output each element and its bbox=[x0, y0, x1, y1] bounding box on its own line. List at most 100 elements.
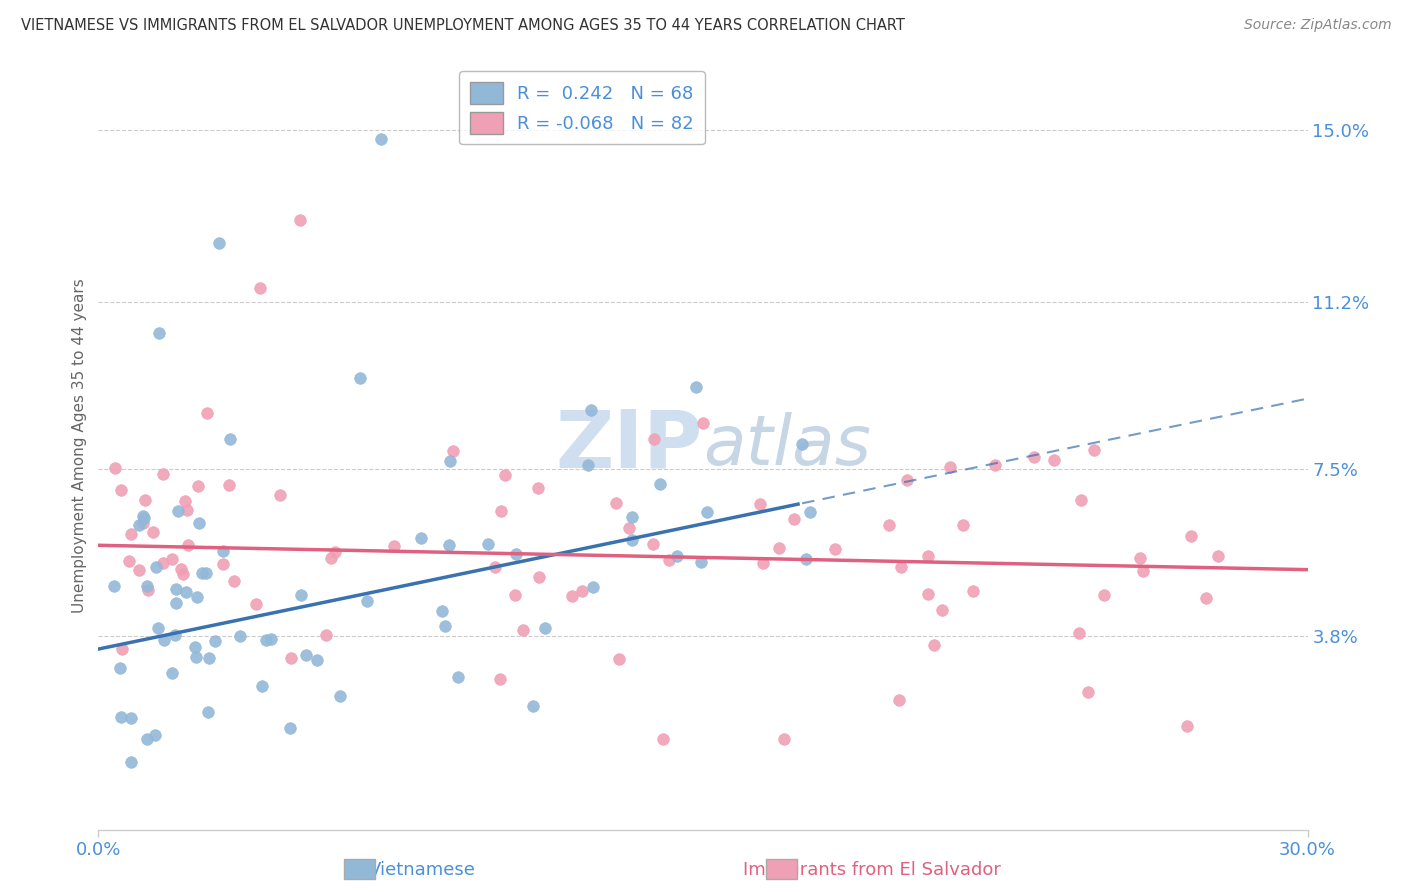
Point bbox=[477, 536, 499, 550]
Point bbox=[134, 510, 156, 524]
Point bbox=[132, 508, 155, 523]
Point bbox=[256, 632, 278, 647]
Point bbox=[245, 597, 267, 611]
Point bbox=[288, 213, 311, 227]
Point bbox=[167, 504, 190, 518]
Point bbox=[772, 732, 794, 747]
Point bbox=[489, 672, 512, 686]
Point bbox=[188, 516, 211, 531]
Point bbox=[1092, 588, 1115, 602]
Point bbox=[489, 504, 512, 518]
Point bbox=[165, 596, 187, 610]
Point bbox=[890, 560, 912, 574]
Point bbox=[184, 650, 207, 665]
Point bbox=[120, 527, 142, 541]
Point bbox=[441, 444, 464, 458]
Point bbox=[211, 557, 233, 571]
Point bbox=[1070, 492, 1092, 507]
Point bbox=[186, 591, 208, 605]
Point bbox=[643, 433, 665, 447]
Point bbox=[120, 755, 142, 769]
Point bbox=[889, 693, 911, 707]
Y-axis label: Unemployment Among Ages 35 to 44 years: Unemployment Among Ages 35 to 44 years bbox=[72, 278, 87, 614]
Text: ZIP: ZIP bbox=[555, 407, 703, 485]
Point bbox=[305, 653, 328, 667]
Text: Vietnamese: Vietnamese bbox=[368, 861, 475, 879]
Text: Immigrants from El Salvador: Immigrants from El Salvador bbox=[742, 861, 1001, 879]
Point bbox=[433, 618, 456, 632]
Point bbox=[522, 698, 544, 713]
Point bbox=[170, 562, 193, 576]
Point bbox=[571, 583, 593, 598]
Point bbox=[665, 549, 688, 563]
Point bbox=[194, 566, 217, 580]
Point bbox=[609, 651, 631, 665]
Point bbox=[1043, 453, 1066, 467]
Point bbox=[160, 552, 183, 566]
Point bbox=[187, 479, 209, 493]
Point bbox=[120, 710, 142, 724]
Point bbox=[219, 432, 242, 446]
Point bbox=[108, 660, 131, 674]
Point bbox=[447, 670, 470, 684]
Point bbox=[749, 497, 772, 511]
Point bbox=[136, 579, 159, 593]
Point bbox=[118, 553, 141, 567]
Point bbox=[432, 605, 454, 619]
Point bbox=[484, 560, 506, 574]
Point bbox=[794, 552, 817, 566]
Point bbox=[142, 525, 165, 540]
Point bbox=[605, 496, 627, 510]
Legend: R =  0.242   N = 68, R = -0.068   N = 82: R = 0.242 N = 68, R = -0.068 N = 82 bbox=[460, 71, 704, 145]
Point bbox=[278, 721, 301, 735]
Point bbox=[197, 651, 219, 665]
Point bbox=[439, 454, 461, 468]
Point bbox=[984, 458, 1007, 473]
Point bbox=[110, 710, 132, 724]
Point bbox=[319, 550, 342, 565]
Point bbox=[132, 516, 155, 530]
Point bbox=[315, 628, 337, 642]
Point bbox=[197, 705, 219, 719]
Point bbox=[1206, 549, 1229, 564]
Point bbox=[152, 467, 174, 481]
Point bbox=[290, 589, 312, 603]
Point bbox=[939, 459, 962, 474]
Text: VIETNAMESE VS IMMIGRANTS FROM EL SALVADOR UNEMPLOYMENT AMONG AGES 35 TO 44 YEARS: VIETNAMESE VS IMMIGRANTS FROM EL SALVADO… bbox=[21, 18, 905, 33]
Point bbox=[1024, 450, 1046, 464]
Point bbox=[648, 477, 671, 491]
Point bbox=[579, 403, 602, 417]
Point bbox=[931, 603, 953, 617]
Point bbox=[128, 563, 150, 577]
Point bbox=[1175, 719, 1198, 733]
Point bbox=[222, 574, 245, 588]
Point bbox=[191, 566, 214, 581]
Point bbox=[917, 587, 939, 601]
Point bbox=[576, 458, 599, 472]
Point bbox=[134, 493, 156, 508]
Point bbox=[692, 417, 714, 431]
Point bbox=[503, 588, 526, 602]
Point bbox=[176, 503, 198, 517]
Point bbox=[917, 549, 939, 563]
Point bbox=[790, 437, 813, 451]
Point bbox=[104, 460, 127, 475]
Point bbox=[136, 582, 159, 597]
Point bbox=[437, 538, 460, 552]
Point bbox=[249, 281, 271, 295]
Point bbox=[323, 545, 346, 559]
Point bbox=[211, 544, 233, 558]
Point bbox=[260, 632, 283, 646]
Point bbox=[922, 638, 945, 652]
Point bbox=[512, 623, 534, 637]
Point bbox=[329, 689, 352, 703]
Point bbox=[877, 518, 900, 533]
Point bbox=[229, 629, 252, 643]
Point bbox=[690, 555, 713, 569]
Point bbox=[152, 556, 174, 570]
Point bbox=[280, 651, 302, 665]
Point bbox=[356, 594, 378, 608]
Point bbox=[145, 559, 167, 574]
Point bbox=[685, 379, 707, 393]
Point bbox=[1132, 564, 1154, 578]
